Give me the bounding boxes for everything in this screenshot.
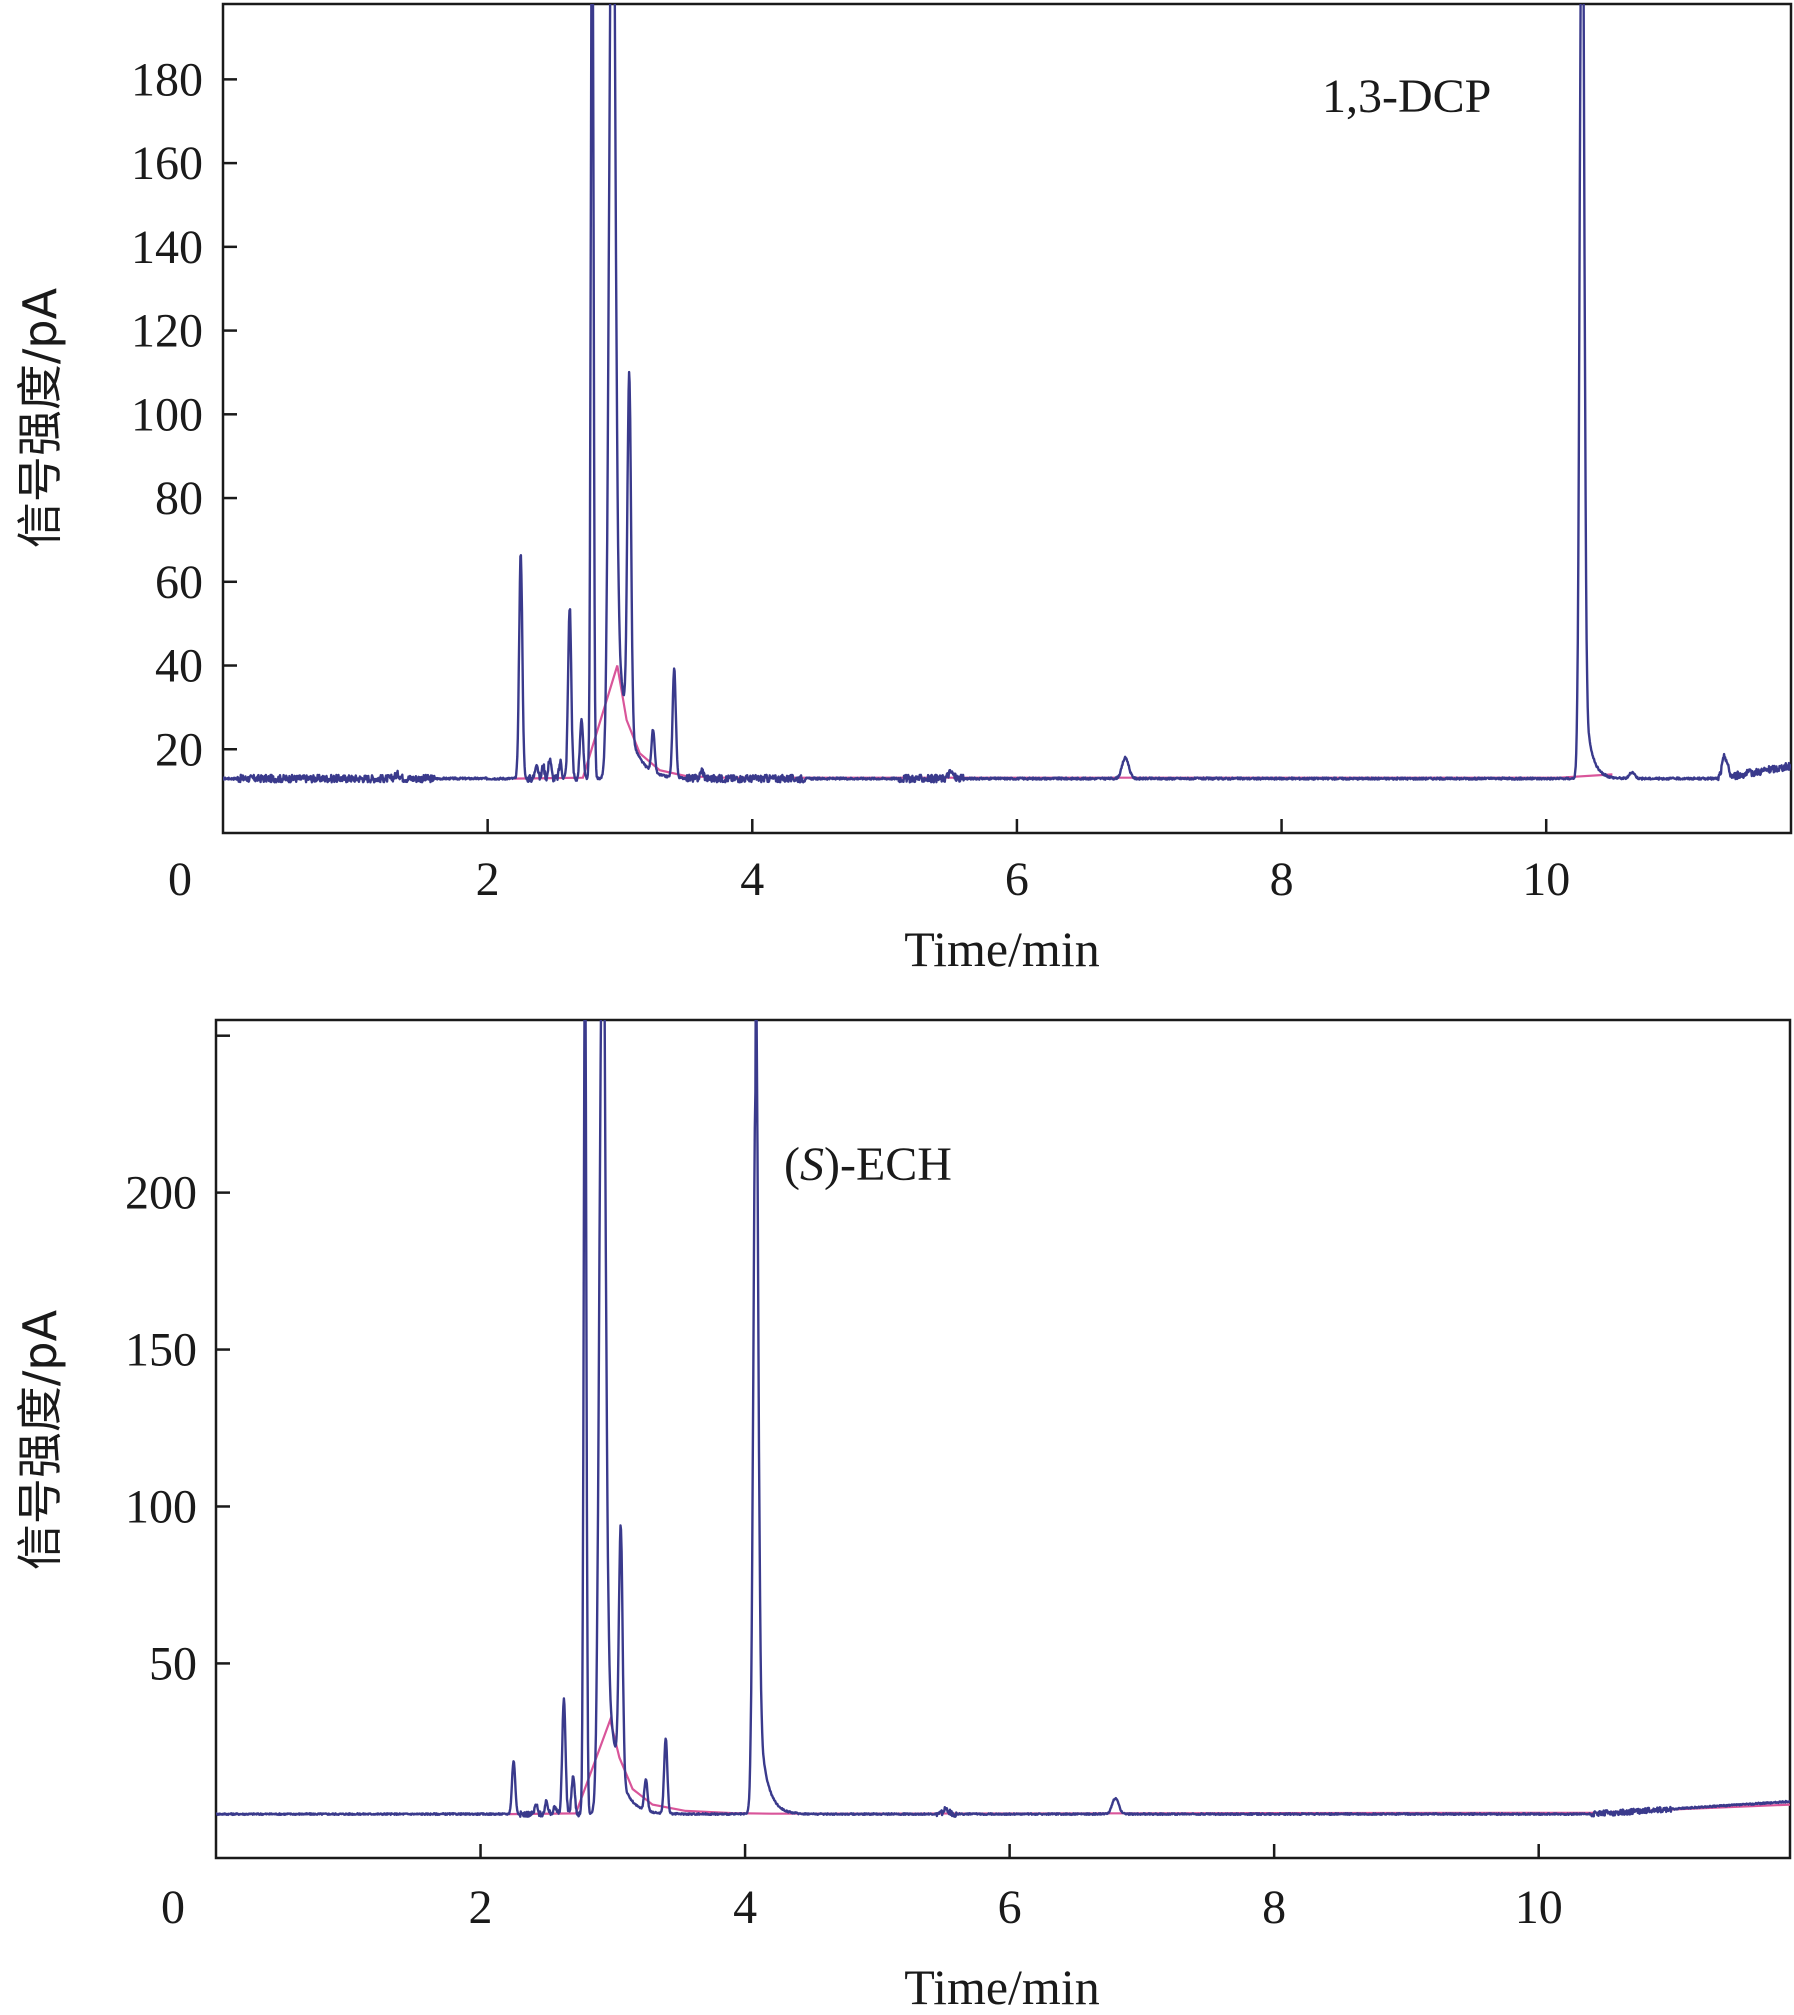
x-origin-label: 0 — [161, 1881, 185, 1934]
x-tick-label: 2 — [469, 1881, 493, 1934]
peak-annotation-dcp: 1,3-DCP — [1322, 70, 1491, 123]
x-tick-label: 8 — [1262, 1881, 1286, 1934]
annotation-italic-part: S — [800, 1138, 824, 1191]
x-tick-label: 6 — [998, 1881, 1022, 1934]
signal-trace — [216, 1020, 1790, 1818]
y-tick-label: 120 — [131, 305, 203, 358]
x-tick-label: 10 — [1515, 1881, 1563, 1934]
baseline-fit-line — [506, 1716, 1790, 1816]
y-tick-label: 140 — [131, 221, 203, 274]
y-axis-title: 信号强度/pA — [13, 287, 67, 548]
y-tick-label: 200 — [125, 1167, 197, 1220]
y-tick-label: 40 — [155, 640, 203, 693]
y-tick-label: 160 — [131, 137, 203, 190]
x-axis-title: Time/min — [904, 921, 1099, 977]
signal-trace — [223, 4, 1791, 784]
x-axis-title: Time/min — [904, 1959, 1099, 2015]
series-group — [216, 1020, 1790, 1818]
series-group — [223, 4, 1791, 784]
baseline-fit-line — [514, 665, 1613, 780]
peak-annotation-ech: (S)-ECH — [784, 1138, 952, 1191]
y-tick-label: 150 — [125, 1324, 197, 1377]
y-tick-label: 60 — [155, 556, 203, 609]
y-tick-label: 20 — [155, 723, 203, 776]
y-tick-label: 80 — [155, 472, 203, 525]
x-tick-label: 6 — [1005, 853, 1029, 906]
y-tick-label: 100 — [125, 1480, 197, 1533]
x-origin-label: 0 — [168, 853, 192, 906]
plot-frame — [214, 1018, 1792, 1860]
y-axis-title: 信号强度/pA — [13, 1309, 67, 1570]
y-tick-label: 50 — [149, 1637, 197, 1690]
y-tick-label: 100 — [131, 388, 203, 441]
plot-frame — [221, 2, 1793, 835]
x-tick-label: 2 — [476, 853, 500, 906]
x-tick-label: 4 — [733, 1881, 757, 1934]
x-tick-label: 4 — [740, 853, 764, 906]
y-tick-label: 180 — [131, 53, 203, 106]
x-tick-label: 10 — [1522, 853, 1570, 906]
x-tick-label: 8 — [1270, 853, 1294, 906]
